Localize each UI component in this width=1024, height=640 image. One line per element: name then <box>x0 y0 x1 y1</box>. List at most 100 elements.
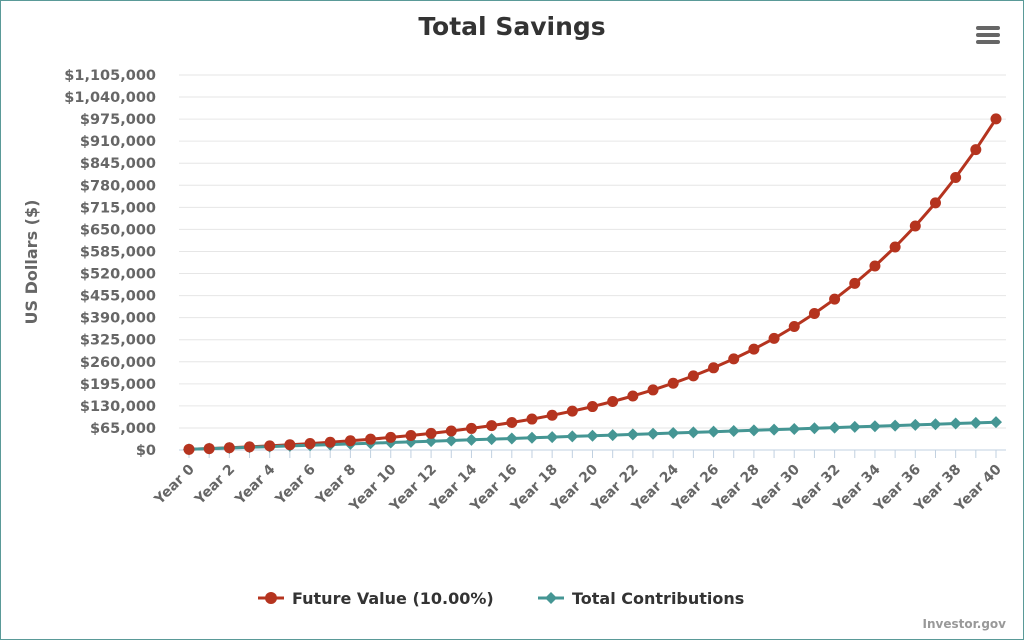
y-tick-label: $455,000 <box>80 289 156 305</box>
y-axis-ticks: $0 $65,000 $130,000 $195,000 $260,000 $325,00… <box>64 68 156 459</box>
data-point[interactable] <box>747 424 760 437</box>
series-line <box>188 118 998 451</box>
data-point[interactable] <box>748 343 760 355</box>
data-point[interactable] <box>869 260 881 272</box>
y-tick-label: $1,105,000 <box>64 68 156 84</box>
credit-link[interactable]: Investor.gov <box>922 617 1006 631</box>
data-point[interactable] <box>324 436 336 448</box>
data-point[interactable] <box>607 396 619 408</box>
data-point[interactable] <box>465 433 478 446</box>
data-point[interactable] <box>788 321 800 333</box>
data-point[interactable] <box>506 416 518 428</box>
data-point[interactable] <box>425 435 438 448</box>
y-tick-label: $780,000 <box>80 178 156 194</box>
y-tick-label: $195,000 <box>80 377 156 393</box>
x-tick-label: Year 2 <box>191 462 238 509</box>
data-point[interactable] <box>587 401 598 413</box>
data-point[interactable] <box>525 431 538 444</box>
data-point[interactable] <box>526 413 538 425</box>
data-point[interactable] <box>647 427 660 440</box>
y-tick-label: $130,000 <box>80 399 156 415</box>
data-point[interactable] <box>546 431 559 444</box>
data-point[interactable] <box>566 405 578 417</box>
data-point[interactable] <box>486 420 498 432</box>
data-point[interactable] <box>788 422 801 435</box>
y-tick-label: $1,040,000 <box>64 90 156 106</box>
data-point[interactable] <box>505 432 518 445</box>
data-point[interactable] <box>465 422 477 434</box>
legend-marker <box>545 592 557 604</box>
data-point[interactable] <box>626 428 639 441</box>
data-point[interactable] <box>768 423 781 436</box>
data-point[interactable] <box>647 384 659 396</box>
data-point[interactable] <box>566 430 579 443</box>
data-point[interactable] <box>445 425 457 437</box>
y-tick-label: $520,000 <box>80 267 156 283</box>
data-point[interactable] <box>949 417 962 430</box>
data-point[interactable] <box>425 427 437 439</box>
data-point[interactable] <box>203 443 215 455</box>
data-point[interactable] <box>667 377 679 389</box>
data-point[interactable] <box>889 419 902 432</box>
data-point[interactable] <box>950 172 962 184</box>
x-tick-label: Year 0 <box>151 461 198 508</box>
data-point[interactable] <box>344 435 356 447</box>
legend: Future Value (10.00%) Total Contributions <box>258 589 744 608</box>
data-point[interactable] <box>707 425 720 438</box>
data-point[interactable] <box>848 420 861 433</box>
data-point[interactable] <box>970 144 982 156</box>
data-point[interactable] <box>687 370 699 382</box>
data-point[interactable] <box>223 442 235 454</box>
data-point[interactable] <box>264 440 276 452</box>
hamburger-menu-icon[interactable] <box>970 20 1006 50</box>
data-point[interactable] <box>687 426 700 439</box>
data-point[interactable] <box>990 113 1002 125</box>
y-tick-label: $390,000 <box>80 311 156 327</box>
data-point[interactable] <box>606 429 619 442</box>
data-point[interactable] <box>929 197 941 209</box>
legend-item[interactable]: Total Contributions <box>538 589 744 608</box>
y-tick-label: $260,000 <box>80 355 156 371</box>
data-point[interactable] <box>868 420 881 433</box>
data-point[interactable] <box>828 421 841 434</box>
data-point[interactable] <box>889 241 901 253</box>
data-point[interactable] <box>849 277 861 289</box>
data-point[interactable] <box>627 390 639 402</box>
legend-marker <box>265 592 277 604</box>
y-tick-label: $0 <box>136 443 156 459</box>
data-point[interactable] <box>365 433 377 445</box>
y-tick-label: $715,000 <box>80 200 156 216</box>
data-point[interactable] <box>929 418 942 431</box>
legend-item[interactable]: Future Value (10.00%) <box>258 589 494 608</box>
data-point[interactable] <box>244 441 256 453</box>
data-point[interactable] <box>405 429 417 441</box>
data-point[interactable] <box>708 362 720 374</box>
data-point[interactable] <box>768 332 780 344</box>
data-point[interactable] <box>808 307 820 319</box>
data-point[interactable] <box>728 353 740 365</box>
data-point[interactable] <box>385 431 397 443</box>
data-point[interactable] <box>909 418 922 431</box>
data-point[interactable] <box>909 220 921 232</box>
y-tick-label: $65,000 <box>90 421 156 437</box>
x-tick-label: Year 6 <box>272 462 319 509</box>
y-tick-label: $650,000 <box>80 222 156 238</box>
data-point[interactable] <box>667 427 680 440</box>
data-point[interactable] <box>284 439 296 451</box>
data-point[interactable] <box>990 416 1002 429</box>
y-tick-label: $585,000 <box>80 244 156 260</box>
data-point[interactable] <box>304 438 316 450</box>
data-point[interactable] <box>829 293 841 305</box>
data-point[interactable] <box>485 433 498 446</box>
data-point[interactable] <box>445 434 458 447</box>
data-point[interactable] <box>727 424 740 437</box>
data-point[interactable] <box>586 429 599 442</box>
chart-title: Total Savings <box>418 12 606 41</box>
data-point[interactable] <box>808 422 821 435</box>
data-point[interactable] <box>183 443 195 455</box>
data-point[interactable] <box>546 409 558 421</box>
legend-label: Total Contributions <box>572 589 744 608</box>
data-point[interactable] <box>969 416 982 429</box>
